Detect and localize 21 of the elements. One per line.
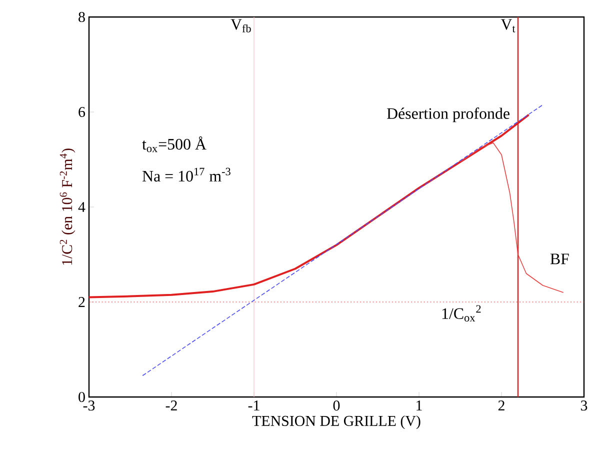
- x-tick-label: 2: [498, 400, 504, 410]
- x-tick-label: -1: [248, 400, 260, 410]
- x-tick-label: -2: [166, 400, 177, 410]
- series-label: BF: [550, 254, 569, 264]
- y-tick-label: 0: [78, 392, 85, 402]
- ref-line-label: 1/C$_{ox}$2: [442, 305, 481, 322]
- annotation: t$_{ox}$=500 Å: [142, 136, 206, 152]
- x-tick-label: -3: [83, 400, 95, 411]
- series-label: Désertion profonde: [386, 108, 510, 122]
- y-tick-label: 2: [78, 297, 85, 307]
- text: 1/C$^{2}$ (en 10$^{6}$ F$^{-2}$m$^{4}$): [60, 148, 76, 265]
- x-tick-label: 3: [580, 400, 588, 411]
- x-axis-title: TENSION DE GRILLE (V): [252, 415, 420, 429]
- y-tick-label: 6: [78, 106, 86, 118]
- y-tick-label: 4: [78, 202, 86, 212]
- ref-line-label: V$_{fb}$: [230, 19, 251, 32]
- annotation: Na = 10$^{17}$ m$^{-3}$: [142, 168, 230, 182]
- ref-line-label: V$_{t}$: [500, 19, 516, 32]
- x-tick-label: 0: [333, 400, 340, 411]
- y-tick-label: 8: [78, 12, 85, 22]
- x-tick-label: 1: [416, 400, 422, 410]
